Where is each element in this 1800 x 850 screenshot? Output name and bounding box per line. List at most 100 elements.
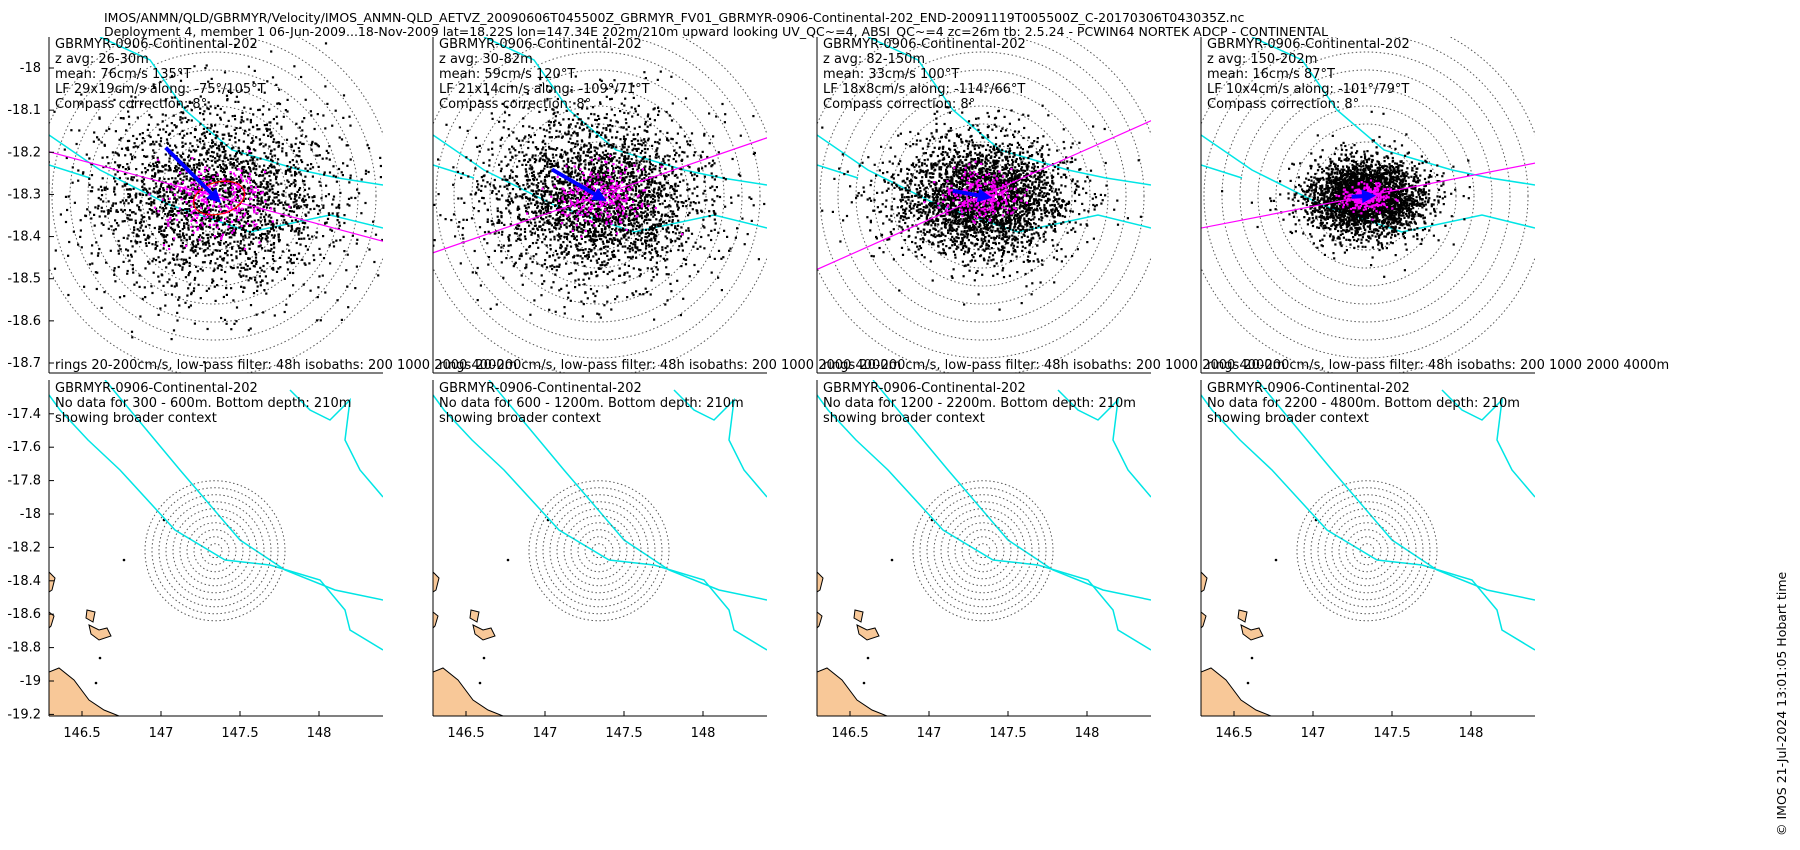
plot-area <box>817 380 1306 716</box>
context-ring <box>1310 494 1424 608</box>
speed-ring <box>873 87 1091 305</box>
isobath-line <box>1441 389 1535 498</box>
context-ring <box>968 536 998 566</box>
context-label: showing broader context <box>55 411 217 426</box>
station-label: GBRMYR-0906-Continental-202 <box>1207 381 1410 396</box>
context-ring <box>1296 480 1438 622</box>
reef-dot <box>1246 681 1250 685</box>
ytick-label: -18.6 <box>7 607 41 622</box>
speed-ring <box>177 159 251 233</box>
context-ring <box>1303 487 1431 615</box>
isobath-line <box>817 164 859 179</box>
ytick-label: -18.8 <box>7 641 41 656</box>
ytick-label: -18.7 <box>7 356 41 371</box>
ytick-label: -17.4 <box>7 407 41 422</box>
isobath-line <box>104 380 383 601</box>
context-ring <box>200 536 230 566</box>
depth-range-label: z avg: 30-82m <box>439 52 533 67</box>
context-ring <box>1338 522 1396 580</box>
reef-dot <box>478 681 482 685</box>
context-ring <box>940 508 1026 594</box>
plot-area <box>817 37 1151 373</box>
ytick-label: -18.5 <box>7 272 41 287</box>
context-ring <box>172 508 258 594</box>
mean-arrow-shaft <box>551 167 599 198</box>
context-ring <box>912 480 1054 622</box>
context-ring <box>165 501 265 601</box>
context-ring <box>186 522 244 580</box>
speed-ring <box>69 51 359 341</box>
reef-dot <box>1274 558 1278 562</box>
context-label: showing broader context <box>1207 411 1369 426</box>
context-ring <box>1352 536 1382 566</box>
context-ring <box>207 543 223 559</box>
reef-dot <box>1303 682 1306 685</box>
speed-ring <box>891 105 1073 287</box>
isobath-line <box>1201 394 1535 651</box>
reef-dot <box>866 656 870 660</box>
speed-ring <box>141 123 287 269</box>
figure-title-line1: IMOS/ANMN/QLD/GBRMYR/Velocity/IMOS_ANMN-… <box>104 10 1245 25</box>
lowpass-stats-label: LF 29x19cm/s along: -75°/105°T <box>55 82 266 97</box>
plot-area <box>433 37 767 373</box>
ytick-label: -18.3 <box>7 187 41 202</box>
xtick-label: 147.5 <box>989 726 1026 741</box>
ytick-label: -18.2 <box>7 540 41 555</box>
mean-arrow-shaft <box>164 146 216 198</box>
context-ring <box>179 515 251 587</box>
rings-footer-label: rings 20-200cm/s, low-pass filter: 48h i… <box>823 358 1285 373</box>
mean-current-label: mean: 33cm/s 100°T <box>823 67 959 82</box>
variance-ellipse <box>192 180 246 216</box>
plot-area <box>49 37 383 373</box>
xtick-label: 147 <box>149 726 174 741</box>
land-mass <box>49 571 56 593</box>
context-ring <box>961 529 1005 573</box>
land-mass <box>433 667 504 716</box>
credit-text: © IMOS 21-Jul-2024 13:01:05 Hobart time <box>1774 571 1789 836</box>
context-ring <box>591 543 607 559</box>
context-ring <box>563 515 635 587</box>
context-ring <box>584 536 614 566</box>
context-ring <box>193 529 237 573</box>
reef-dot <box>482 656 486 660</box>
compass-correction-label: Compass correction: 8° <box>1207 97 1359 112</box>
context-ring <box>1331 515 1403 587</box>
speed-ring <box>819 37 1145 359</box>
xtick-label: 146.5 <box>1215 726 1252 741</box>
context-ring <box>144 480 286 622</box>
isobath-line <box>488 380 767 601</box>
mean-arrow-head <box>1361 189 1376 204</box>
context-ring <box>158 494 272 608</box>
ytick-label: -18.1 <box>7 103 41 118</box>
mean-current-label: mean: 59cm/s 120°T <box>439 67 575 82</box>
xtick-label: 147 <box>1301 726 1326 741</box>
reef-dot <box>862 681 866 685</box>
ytick-label: -17.6 <box>7 440 41 455</box>
isobath-line <box>867 37 1151 186</box>
figure-title-line2: Deployment 4, member 1 06-Jun-2009...18-… <box>104 24 1329 39</box>
isobath-line <box>673 389 767 498</box>
xtick-label: 148 <box>1459 726 1484 741</box>
xtick-label: 148 <box>1075 726 1100 741</box>
station-label: GBRMYR-0906-Continental-202 <box>55 37 258 52</box>
xtick-label: 148 <box>307 726 332 741</box>
mean-arrow-shaft <box>952 188 983 198</box>
plot-area <box>1201 37 1535 373</box>
context-ring <box>954 522 1012 580</box>
rings-footer-label: rings 20-200cm/s, low-pass filter: 48h i… <box>439 358 901 373</box>
isobath-line <box>1251 37 1535 186</box>
land-mass <box>49 667 120 716</box>
isobath-line <box>49 164 91 179</box>
island <box>472 624 496 641</box>
island <box>85 609 96 623</box>
island <box>1240 624 1264 641</box>
no-data-label: No data for 300 - 600m. Bottom depth: 21… <box>55 396 351 411</box>
ytick-label: -19 <box>20 674 41 689</box>
speed-ring <box>855 69 1109 323</box>
context-ring <box>528 480 670 622</box>
no-data-label: No data for 2200 - 4800m. Bottom depth: … <box>1207 396 1520 411</box>
land-mass <box>1201 571 1208 593</box>
